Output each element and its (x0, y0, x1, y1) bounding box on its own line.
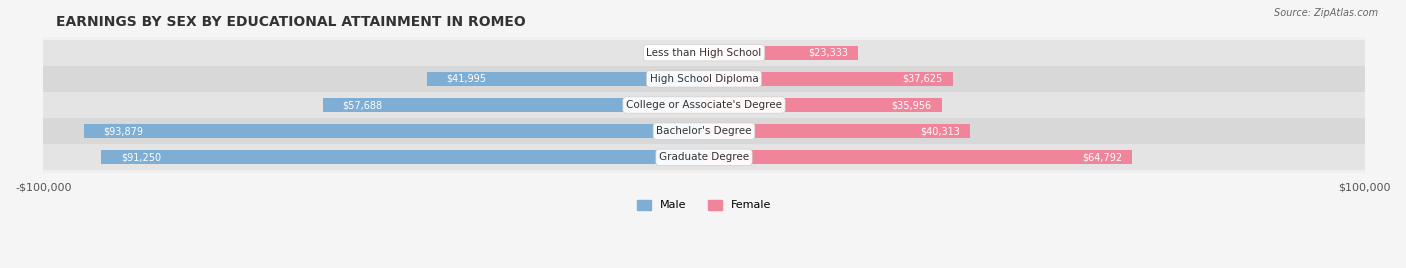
Text: EARNINGS BY SEX BY EDUCATIONAL ATTAINMENT IN ROMEO: EARNINGS BY SEX BY EDUCATIONAL ATTAINMEN… (56, 15, 526, 29)
Bar (44, 66, 1365, 92)
Text: $35,956: $35,956 (891, 100, 932, 110)
Bar (704, 150, 1132, 165)
Text: Bachelor's Degree: Bachelor's Degree (657, 126, 752, 136)
Text: $64,792: $64,792 (1083, 152, 1122, 162)
Text: $41,995: $41,995 (446, 74, 486, 84)
Text: High School Diploma: High School Diploma (650, 74, 758, 84)
Bar (704, 124, 970, 138)
Text: $91,250: $91,250 (121, 152, 162, 162)
Text: $0: $0 (682, 48, 695, 58)
Bar (44, 40, 1365, 66)
Bar (323, 98, 704, 112)
Text: $93,879: $93,879 (104, 126, 143, 136)
Text: College or Associate's Degree: College or Associate's Degree (626, 100, 782, 110)
Text: Source: ZipAtlas.com: Source: ZipAtlas.com (1274, 8, 1378, 18)
Bar (84, 124, 704, 138)
Text: $57,688: $57,688 (343, 100, 382, 110)
Bar (44, 118, 1365, 144)
Text: $23,333: $23,333 (808, 48, 848, 58)
Bar (44, 92, 1365, 118)
Text: $40,313: $40,313 (921, 126, 960, 136)
Bar (704, 46, 858, 60)
Text: Graduate Degree: Graduate Degree (659, 152, 749, 162)
Text: $37,625: $37,625 (903, 74, 942, 84)
Text: Less than High School: Less than High School (647, 48, 762, 58)
Bar (704, 98, 942, 112)
Bar (704, 72, 953, 86)
Bar (101, 150, 704, 165)
Legend: Male, Female: Male, Female (633, 195, 775, 215)
Bar (44, 144, 1365, 170)
Bar (426, 72, 704, 86)
